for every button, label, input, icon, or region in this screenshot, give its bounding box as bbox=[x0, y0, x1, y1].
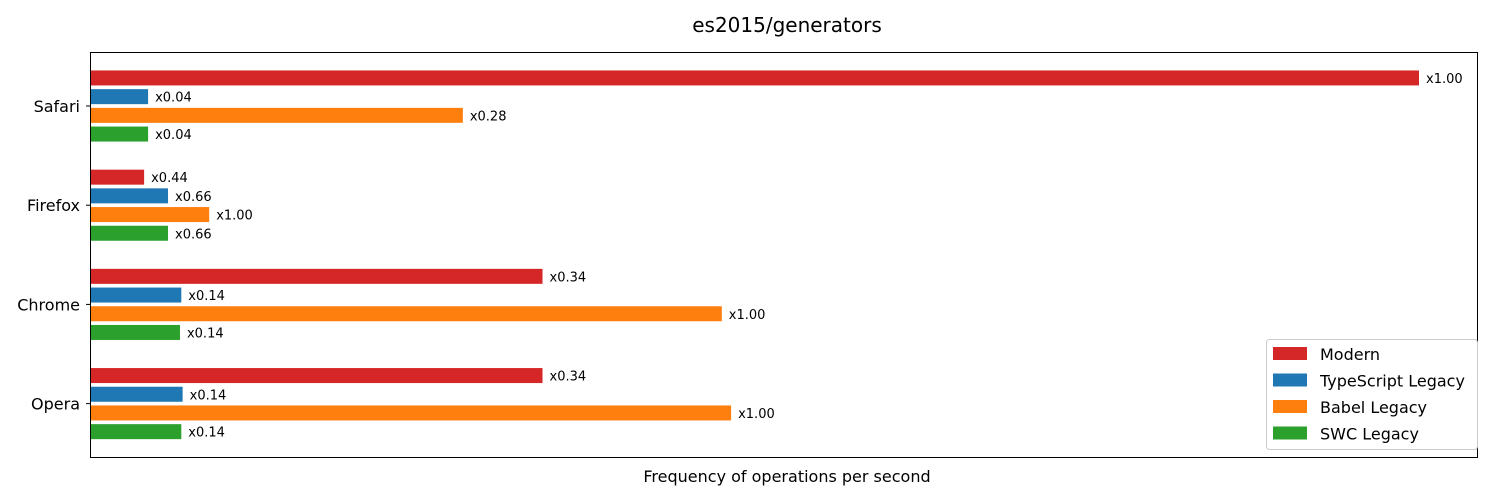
legend-swatch-typescript-legacy bbox=[1273, 373, 1307, 387]
bar-opera-typescript-legacy bbox=[91, 386, 183, 402]
legend-label-swc-legacy: SWC Legacy bbox=[1320, 425, 1419, 444]
bar-label-firefox-modern: x0.44 bbox=[151, 171, 188, 186]
bars-layer: x1.00 x0.04 x0.28 x0.04 x0.44 x0.66 x1.00 x0.66… bbox=[91, 70, 1463, 441]
bar-label-firefox-typescript-legacy: x0.66 bbox=[175, 190, 212, 205]
bar-firefox-modern bbox=[91, 169, 145, 185]
x-axis-label: Frequency of operations per second bbox=[643, 467, 930, 486]
bar-label-safari-typescript-legacy: x0.04 bbox=[155, 91, 192, 106]
legend-frame bbox=[1266, 339, 1478, 450]
bar-label-firefox-swc-legacy: x0.66 bbox=[175, 227, 212, 242]
bar-opera-babel-legacy bbox=[91, 405, 732, 421]
category-label-opera: Opera bbox=[31, 395, 80, 414]
bar-firefox-babel-legacy bbox=[91, 207, 210, 223]
category-label-safari: Safari bbox=[34, 97, 80, 116]
bar-safari-swc-legacy bbox=[91, 126, 149, 142]
bar-safari-modern bbox=[91, 70, 1419, 86]
bar-firefox-swc-legacy bbox=[91, 225, 169, 241]
bar-label-opera-modern: x0.34 bbox=[550, 370, 587, 385]
bar-label-firefox-babel-legacy: x1.00 bbox=[216, 209, 253, 224]
bar-label-chrome-modern: x0.34 bbox=[550, 270, 587, 285]
bar-label-chrome-babel-legacy: x1.00 bbox=[729, 308, 766, 323]
bar-label-chrome-swc-legacy: x0.14 bbox=[187, 326, 224, 341]
category-labels: Safari Firefox Chrome Opera bbox=[17, 97, 91, 414]
bar-label-safari-babel-legacy: x0.28 bbox=[470, 109, 507, 124]
legend-label-modern: Modern bbox=[1320, 345, 1380, 364]
legend-label-babel-legacy: Babel Legacy bbox=[1320, 398, 1427, 417]
bar-opera-swc-legacy bbox=[91, 424, 182, 440]
bar-safari-typescript-legacy bbox=[91, 89, 149, 105]
bar-firefox-typescript-legacy bbox=[91, 188, 169, 204]
bar-safari-babel-legacy bbox=[91, 107, 463, 123]
bar-label-safari-swc-legacy: x0.04 bbox=[155, 128, 192, 143]
legend: Modern TypeScript Legacy Babel Legacy SWC L… bbox=[1266, 339, 1478, 450]
bar-label-opera-swc-legacy: x0.14 bbox=[188, 426, 225, 441]
bar-chrome-swc-legacy bbox=[91, 324, 180, 340]
bar-label-opera-babel-legacy: x1.00 bbox=[738, 407, 775, 422]
bar-label-safari-modern: x1.00 bbox=[1426, 72, 1463, 87]
chart-title: es2015/generators bbox=[692, 13, 882, 37]
bar-chrome-modern bbox=[91, 268, 543, 284]
legend-label-typescript-legacy: TypeScript Legacy bbox=[1319, 372, 1465, 391]
bar-chrome-typescript-legacy bbox=[91, 287, 182, 303]
bar-opera-modern bbox=[91, 368, 543, 384]
legend-swatch-swc-legacy bbox=[1273, 426, 1307, 440]
bar-chrome-babel-legacy bbox=[91, 306, 722, 322]
legend-swatch-modern bbox=[1273, 347, 1307, 360]
bar-label-opera-typescript-legacy: x0.14 bbox=[190, 388, 227, 403]
bar-label-chrome-typescript-legacy: x0.14 bbox=[188, 289, 225, 304]
legend-swatch-babel-legacy bbox=[1273, 400, 1307, 413]
category-label-firefox: Firefox bbox=[27, 196, 80, 215]
plot-frame bbox=[90, 52, 1478, 458]
category-label-chrome: Chrome bbox=[17, 295, 80, 314]
